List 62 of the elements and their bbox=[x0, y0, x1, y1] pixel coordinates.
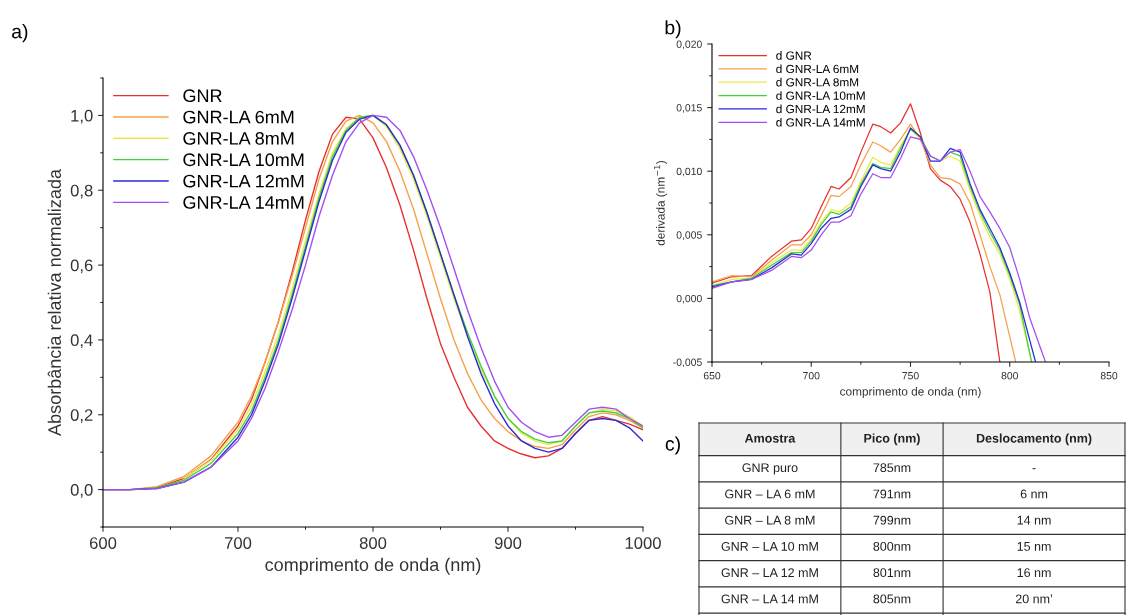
chart-title: a) bbox=[12, 24, 28, 43]
y-tick-label: 0,8 bbox=[70, 184, 93, 199]
legend-label: d GNR-LA 14mM bbox=[776, 117, 865, 127]
legend-label: GNR-LA 12mM bbox=[183, 174, 304, 188]
legend-label: GNR bbox=[183, 89, 222, 103]
x-axis-title: comprimento de onda (nm) bbox=[840, 386, 981, 398]
y-tick-label: 0,010 bbox=[676, 167, 702, 177]
legend-label: d GNR-LA 10mM bbox=[776, 91, 865, 100]
text: 799nm bbox=[873, 515, 911, 525]
x-tick-label: 700 bbox=[803, 372, 820, 380]
legend-label: d GNR-LA 6mM bbox=[776, 64, 859, 74]
legend-label: GNR-LA 8mM bbox=[183, 132, 294, 145]
x-tick-label: 600 bbox=[89, 537, 117, 549]
y-tick-label: 0,015 bbox=[676, 104, 702, 113]
y-tick-label: 0,4 bbox=[70, 334, 93, 349]
x-axis-title: comprimento de onda (nm) bbox=[265, 557, 481, 575]
y-tick-label: 0,020 bbox=[676, 40, 702, 50]
text: Deslocamento (nm) bbox=[976, 433, 1092, 446]
x-tick-label: 650 bbox=[703, 372, 721, 380]
text: 800nm bbox=[873, 541, 911, 551]
text: 20 nm’ bbox=[1015, 594, 1053, 604]
y-tick-label: 0,6 bbox=[70, 259, 93, 274]
y-tick-label: 0,0 bbox=[70, 483, 93, 498]
text: GNR – LA 6 mM bbox=[725, 489, 815, 499]
legend-label: d GNR bbox=[776, 51, 812, 60]
text: 805nm bbox=[873, 594, 911, 604]
legend-label: GNR-LA 6mM bbox=[183, 110, 294, 124]
text: c) bbox=[665, 436, 680, 455]
text: 791nm bbox=[873, 489, 911, 499]
y-tick-label: 0,000 bbox=[676, 294, 702, 304]
y-tick-label: 1,0 bbox=[71, 109, 93, 124]
text: 15 nm bbox=[1017, 542, 1051, 551]
x-tick-label: 800 bbox=[1001, 372, 1019, 380]
x-tick-label: 900 bbox=[494, 537, 522, 549]
text: GNR – LA 10 mM bbox=[721, 541, 818, 551]
x-tick-label: 800 bbox=[359, 537, 387, 549]
text: GNR – LA 12 mM bbox=[721, 568, 818, 578]
legend-label: GNR-LA 14mM bbox=[183, 196, 304, 209]
chart-title: b) bbox=[665, 20, 681, 39]
x-tick-label: 750 bbox=[902, 372, 919, 380]
text: 785nm bbox=[873, 463, 911, 473]
x-tick-label: 850 bbox=[1100, 372, 1118, 380]
x-tick-label: 700 bbox=[224, 537, 252, 549]
y-tick-label: 0,2 bbox=[70, 409, 93, 423]
text: 14 nm bbox=[1017, 515, 1051, 525]
text: - bbox=[1032, 468, 1036, 470]
legend-label: d GNR-LA 12mM bbox=[776, 104, 865, 114]
text: Amostra bbox=[744, 433, 796, 443]
text: GNR – LA 14 mM bbox=[721, 594, 818, 604]
legend-label: d GNR-LA 8mM bbox=[776, 77, 859, 87]
text: GNR puro bbox=[742, 463, 798, 475]
text: 16 nm bbox=[1017, 568, 1051, 578]
text: 801nm bbox=[873, 568, 911, 578]
y-axis-title: derivada (nm$^{−1}$) bbox=[654, 161, 668, 246]
x-tick-label: 1000 bbox=[625, 537, 661, 549]
y-axis-title: Absorbância relativa normalizada bbox=[47, 169, 61, 436]
text: GNR – LA 8 mM bbox=[725, 515, 815, 525]
legend-label: GNR-LA 10mM bbox=[183, 153, 304, 167]
text: Pico (nm) bbox=[864, 433, 920, 446]
text: 6 nm bbox=[1020, 489, 1048, 499]
y-tick-label: 0,005 bbox=[676, 231, 702, 240]
y-tick-label: -0,005 bbox=[673, 358, 702, 368]
